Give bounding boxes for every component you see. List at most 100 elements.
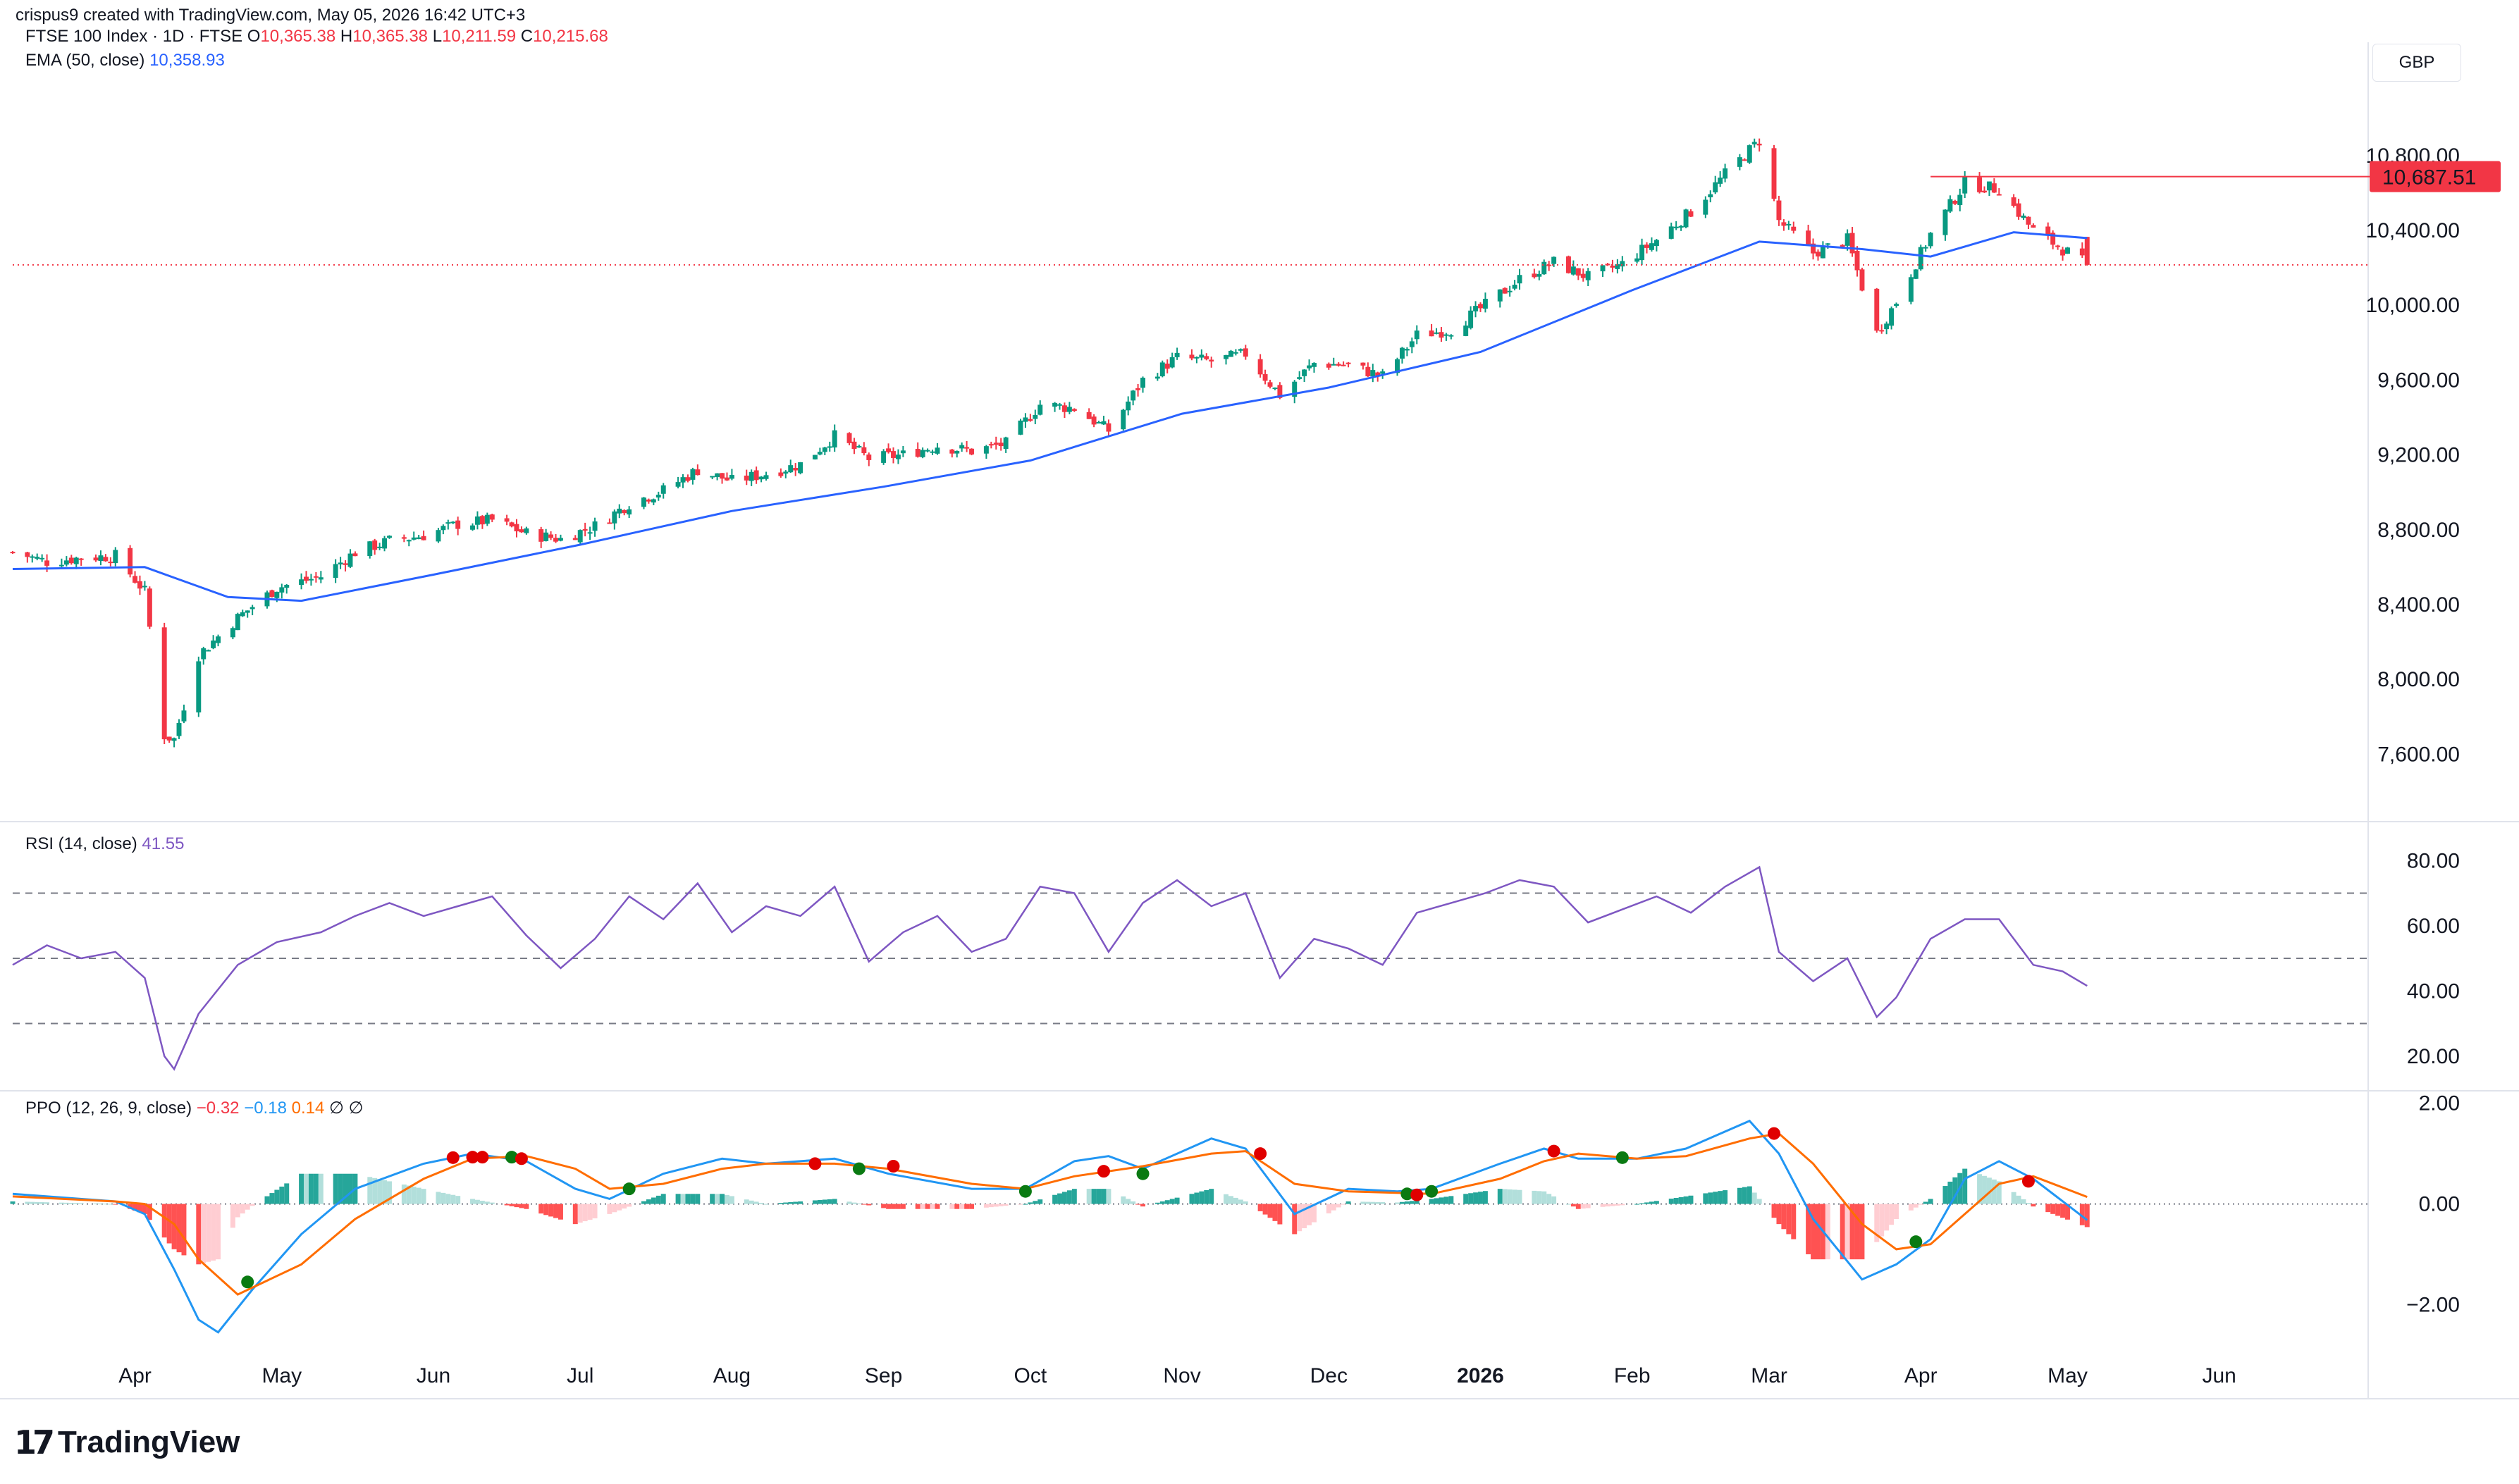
candle-body: [1673, 226, 1679, 228]
candle-body: [416, 537, 421, 540]
candle-body: [171, 738, 177, 741]
candle-body: [1541, 261, 1547, 275]
ppo-histogram-bar: [548, 1204, 554, 1217]
candle-body: [39, 557, 45, 559]
candle-body: [445, 522, 451, 524]
candle-body: [954, 451, 960, 454]
ppo-histogram-bar: [1106, 1189, 1111, 1204]
ppo-histogram-bar: [930, 1204, 935, 1209]
ppo-histogram-bar: [729, 1196, 734, 1204]
candle-body: [783, 471, 789, 474]
ppo-histogram-bar: [445, 1194, 451, 1204]
ppo-histogram-bar: [1380, 1202, 1386, 1204]
ppo-label[interactable]: PPO (12, 26, 9, close): [25, 1099, 192, 1118]
candle-body: [519, 529, 524, 533]
ppo-histogram-bar: [206, 1204, 211, 1262]
symbol-label[interactable]: FTSE 100 Index · 1D · FTSE: [25, 27, 243, 46]
ema-label[interactable]: EMA (50, close): [25, 51, 145, 70]
ppo-crossover-dot: [887, 1160, 900, 1173]
candle-body: [1101, 421, 1107, 425]
ppo-histogram-bar: [421, 1189, 426, 1204]
candle-body: [401, 537, 407, 539]
ppo-histogram-bar: [1066, 1190, 1072, 1204]
ppo-histogram-bar: [1806, 1204, 1811, 1254]
candle-body: [1575, 268, 1581, 276]
ppo-histogram-bar: [1747, 1186, 1752, 1204]
candle-body: [514, 524, 519, 532]
currency-button[interactable]: GBP: [2372, 44, 2461, 82]
ppo-histogram-bar: [30, 1201, 35, 1204]
ppo-histogram-bar: [377, 1179, 383, 1204]
candle-body: [812, 455, 818, 459]
ppo-histogram-bar: [1360, 1201, 1366, 1204]
candle-body: [2065, 247, 2070, 254]
candle-body: [1816, 252, 1821, 256]
candle-body: [646, 499, 651, 502]
time-axis-tick-label: Apr: [1904, 1364, 1938, 1387]
ppo-histogram-bar: [763, 1204, 769, 1205]
ppo-histogram-bar: [1781, 1204, 1787, 1230]
ppo-histogram-bar: [1634, 1204, 1640, 1205]
candle-body: [749, 471, 754, 481]
ppo-histogram-bar: [1331, 1204, 1336, 1211]
candle-body: [1565, 256, 1571, 273]
price-axis-tick-label: 9,600.00: [2377, 369, 2460, 392]
ppo-histogram-bar: [1238, 1199, 1243, 1204]
candle-body: [1634, 258, 1640, 262]
candle-body: [1986, 181, 1992, 191]
candle-body: [216, 636, 221, 643]
ppo-histogram-bar: [1468, 1193, 1474, 1204]
candle-body: [113, 550, 118, 564]
ppo-histogram-bar: [1723, 1190, 1728, 1204]
ppo-histogram-bar: [519, 1204, 524, 1208]
candle-body: [1297, 377, 1302, 379]
candle-body: [1536, 273, 1542, 277]
candle-body: [1751, 142, 1757, 144]
candle-body: [1365, 366, 1371, 376]
close-label: C: [520, 27, 534, 46]
ppo-histogram-bar: [181, 1204, 187, 1256]
candle-body: [817, 452, 823, 455]
candle-body: [622, 509, 627, 514]
ppo-legend: PPO (12, 26, 9, close) −0.32 −0.18 0.14 …: [25, 1098, 363, 1118]
candle-body: [352, 553, 358, 557]
candle-body: [489, 514, 495, 520]
candle-body: [2045, 226, 2051, 236]
candle-body: [695, 469, 701, 476]
ppo-histogram-bar: [318, 1173, 324, 1204]
ppo-histogram-bar: [10, 1201, 16, 1204]
ppo-histogram-bar: [176, 1204, 182, 1253]
candle-body: [1884, 323, 1890, 330]
candle-body: [1057, 404, 1062, 406]
ppo-histogram-bar: [1370, 1201, 1376, 1204]
ppo-histogram-bar: [1003, 1204, 1009, 1206]
ppo-histogram-bar: [1033, 1201, 1038, 1204]
ppo-histogram-bar: [2016, 1195, 2021, 1204]
ppo-histogram-bar: [479, 1201, 485, 1204]
ppo-histogram-bar: [382, 1180, 388, 1204]
candle-body: [587, 532, 593, 534]
ppo-histogram-bar: [1121, 1196, 1126, 1204]
candle-body: [1448, 335, 1454, 337]
candle-body: [1957, 194, 1963, 206]
candle-body: [1174, 352, 1180, 357]
rsi-label[interactable]: RSI (14, close): [25, 834, 137, 853]
tradingview-logo[interactable]: 17 TradingView: [14, 1423, 240, 1461]
ppo-histogram-bar: [895, 1204, 901, 1209]
candle-body: [1615, 264, 1620, 269]
ppo-histogram-bar: [1947, 1181, 1953, 1204]
candle-body: [142, 586, 147, 588]
candle-body: [1257, 359, 1263, 375]
ppo-histogram-bar: [793, 1201, 799, 1204]
candle-body: [964, 447, 970, 449]
ppo-histogram-bar: [1302, 1204, 1307, 1228]
ppo-histogram-bar: [347, 1173, 353, 1204]
ppo-hist-value: −0.32: [196, 1099, 240, 1118]
candle-body: [612, 511, 617, 524]
candle-body: [1546, 264, 1552, 266]
candle-body: [1742, 159, 1747, 161]
candle-body: [455, 520, 461, 529]
ppo-histogram-bar: [655, 1195, 661, 1204]
ppo-histogram-bar: [935, 1204, 940, 1209]
